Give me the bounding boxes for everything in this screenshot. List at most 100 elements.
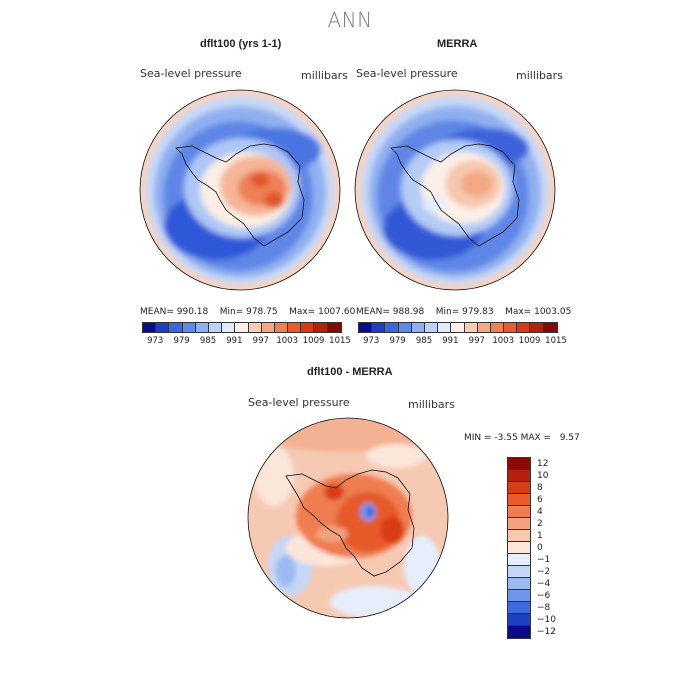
panel-left-mean: 990.18 <box>176 307 209 317</box>
colorbar-swatch <box>222 323 236 332</box>
colorbar-swatch <box>327 323 341 332</box>
diff-title: dflt100 - MERRA <box>307 366 393 378</box>
colorbar-tick-label: −6 <box>537 591 551 601</box>
panel-right-units: millibars <box>516 69 563 82</box>
colorbar-tick-label: −12 <box>537 627 556 637</box>
diff-units: millibars <box>408 398 455 411</box>
colorbar-tick-label: 6 <box>537 495 543 505</box>
colorbar-tick-label: 1015 <box>545 336 567 346</box>
panel-left-coastline <box>175 143 305 247</box>
diff-max-label: MAX = <box>520 433 552 443</box>
colorbar-swatch <box>508 518 530 530</box>
diff-map <box>247 417 449 619</box>
colorbar-tick-label: 997 <box>468 336 485 346</box>
colorbar-tick-label: 973 <box>147 336 164 346</box>
colorbar-swatch <box>508 590 530 602</box>
colorbar-swatch <box>508 506 530 518</box>
colorbar-swatch <box>359 323 373 332</box>
panel-left-max-label: Max= <box>289 307 316 317</box>
colorbar-swatch <box>508 578 530 590</box>
panel-right-map <box>354 89 556 291</box>
panel-right-mean-label: MEAN= <box>356 307 390 317</box>
diff-colorbar-labels: 12 10 8 6 4 2 1 0 −1 −2 −4 −6 −8 −10 −12 <box>537 457 567 639</box>
colorbar-tick-label: 1 <box>537 531 543 541</box>
colorbar-swatch <box>182 323 196 332</box>
diff-min-label: MIN = <box>464 433 492 443</box>
colorbar-swatch <box>508 494 530 506</box>
colorbar-swatch <box>301 323 315 332</box>
colorbar-swatch <box>195 323 209 332</box>
colorbar-swatch <box>438 323 452 332</box>
panel-left-min-label: Min= <box>219 307 244 317</box>
colorbar-tick-label: 1015 <box>329 336 351 346</box>
panel-left-stats: MEAN= 990.18 Min= 978.75 Max= 1007.60 <box>140 307 355 317</box>
colorbar-tick-label: 991 <box>442 336 459 346</box>
panel-left-variable: Sea-level pressure <box>140 67 242 80</box>
colorbar-swatch <box>508 470 530 482</box>
panel-right-stats: MEAN= 988.98 Min= 979.83 Max= 1003.05 <box>356 307 571 317</box>
figure-title: ANN <box>327 8 373 32</box>
colorbar-tick-label: 0 <box>537 543 543 553</box>
panel-right-max-label: Max= <box>505 307 532 317</box>
colorbar-swatch <box>451 323 465 332</box>
colorbar-tick-label: 8 <box>537 483 543 493</box>
colorbar-tick-label: −4 <box>537 579 551 589</box>
panel-right-coastline <box>390 143 520 247</box>
colorbar-swatch <box>508 458 530 470</box>
diff-colorbar <box>507 457 531 639</box>
colorbar-tick-label: 997 <box>252 336 269 346</box>
colorbar-swatch <box>261 323 275 332</box>
colorbar-tick-label: 4 <box>537 507 543 517</box>
colorbar-swatch <box>169 323 183 332</box>
colorbar-tick-label: 985 <box>199 336 217 346</box>
colorbar-swatch <box>208 323 223 332</box>
colorbar-swatch <box>508 542 530 554</box>
panel-right-colorbar <box>358 322 558 333</box>
colorbar-swatch <box>385 323 399 332</box>
colorbar-swatch <box>411 323 425 332</box>
panel-right-max: 1003.05 <box>534 307 572 317</box>
colorbar-tick-label: 985 <box>415 336 433 346</box>
diff-stats: MIN = -3.55 MAX = 9.57 <box>464 433 580 443</box>
panel-right-mean: 988.98 <box>392 307 425 317</box>
colorbar-tick-label: −10 <box>537 615 556 625</box>
colorbar-swatch <box>508 566 530 578</box>
panel-left-colorbar <box>142 322 342 333</box>
colorbar-tick-label: 1009 <box>302 336 325 346</box>
panel-right-variable: Sea-level pressure <box>356 67 458 80</box>
colorbar-swatch <box>314 323 328 332</box>
colorbar-swatch <box>517 323 531 332</box>
colorbar-tick-label: 10 <box>537 471 549 481</box>
colorbar-swatch <box>372 323 386 332</box>
colorbar-swatch <box>398 323 412 332</box>
colorbar-tick-label: 1009 <box>518 336 541 346</box>
panel-right-colorbar-labels: 973 979 985 991 997 1003 1009 1015 <box>358 336 567 348</box>
colorbar-tick-label: −1 <box>537 555 551 565</box>
colorbar-swatch <box>288 323 302 332</box>
diff-min: -3.55 <box>494 433 518 443</box>
panel-right-min-label: Min= <box>435 307 460 317</box>
colorbar-swatch <box>248 323 262 332</box>
colorbar-tick-label: 12 <box>537 459 549 469</box>
colorbar-swatch <box>156 323 170 332</box>
colorbar-tick-label: −8 <box>537 603 551 613</box>
colorbar-swatch <box>530 323 544 332</box>
colorbar-tick-label: 991 <box>226 336 243 346</box>
colorbar-swatch <box>508 482 530 494</box>
colorbar-swatch <box>508 602 530 614</box>
colorbar-swatch <box>504 323 518 332</box>
colorbar-tick-label: 979 <box>389 336 406 346</box>
colorbar-swatch <box>464 323 478 332</box>
colorbar-swatch <box>274 323 289 332</box>
panel-left-mean-label: MEAN= <box>140 307 174 317</box>
colorbar-swatch <box>490 323 505 332</box>
colorbar-tick-label: 2 <box>537 519 543 529</box>
colorbar-swatch <box>235 323 249 332</box>
diff-variable: Sea-level pressure <box>248 396 350 409</box>
colorbar-swatch <box>143 323 157 332</box>
colorbar-tick-label: −2 <box>537 567 551 577</box>
diff-coastline <box>285 469 415 577</box>
colorbar-tick-label: 979 <box>173 336 190 346</box>
panel-left-min: 978.75 <box>246 307 278 317</box>
panel-right-min: 979.83 <box>462 307 494 317</box>
